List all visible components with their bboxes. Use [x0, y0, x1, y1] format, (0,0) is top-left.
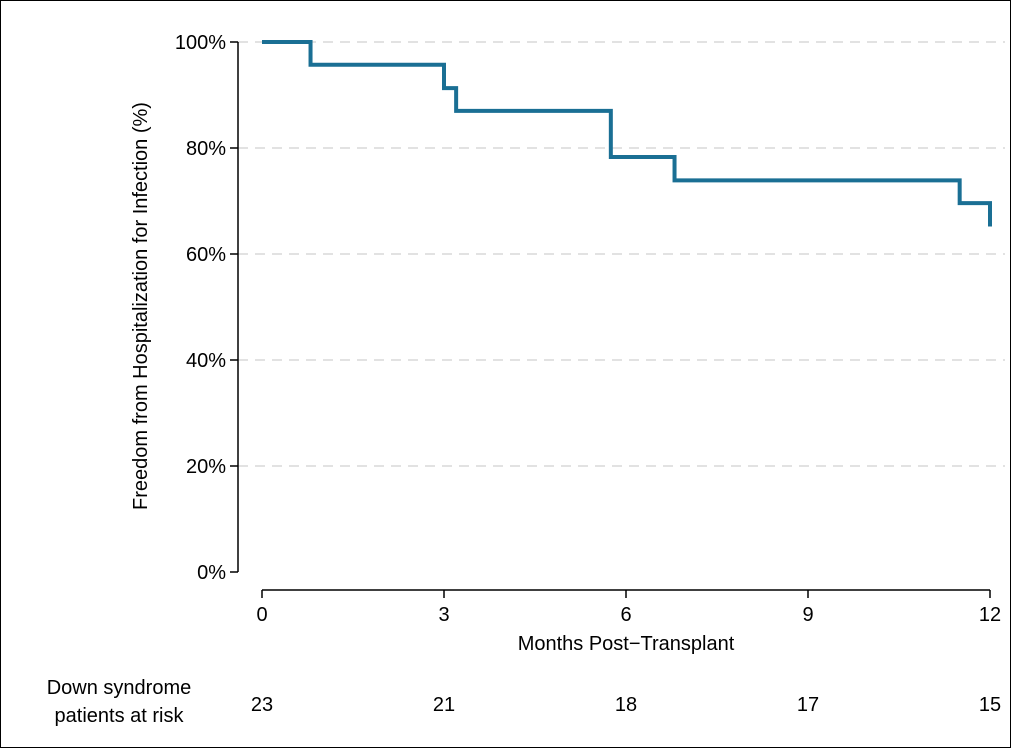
x-tick-label-6: 6: [620, 604, 631, 626]
y-tick-label-60: 60%: [186, 244, 226, 266]
risk-count-3: 21: [433, 694, 455, 716]
risk-count-0: 23: [251, 694, 273, 716]
y-tick-label-20: 20%: [186, 456, 226, 478]
gridlines: [238, 41, 1005, 467]
survival-step-line-0: [262, 40, 992, 227]
series-group: [262, 40, 992, 227]
risk-table-values: 23 21 18 17 15: [251, 694, 1001, 716]
x-tick-label-3: 3: [438, 604, 449, 626]
x-tick-label-9: 9: [802, 604, 813, 626]
y-tick-label-100: 100%: [175, 32, 226, 54]
x-tick-label-0: 0: [256, 604, 267, 626]
risk-table-label-line-2: patients at risk: [55, 705, 185, 727]
y-tick-label-40: 40%: [186, 350, 226, 372]
y-tick-label-80: 80%: [186, 138, 226, 160]
x-axis-title: Months Post−Transplant: [518, 633, 735, 655]
x-tick-label-12: 12: [979, 604, 1001, 626]
risk-count-12: 15: [979, 694, 1001, 716]
axes: 0% 20% 40% 60% 80% 100% 0 3 6 9 12: [175, 32, 1001, 626]
risk-table-label-line-1: Down syndrome: [47, 677, 192, 699]
y-tick-label-0: 0%: [197, 562, 226, 584]
risk-count-9: 17: [797, 694, 819, 716]
y-axis-title: Freedom from Hospitalization for Infecti…: [130, 102, 152, 510]
risk-count-6: 18: [615, 694, 637, 716]
